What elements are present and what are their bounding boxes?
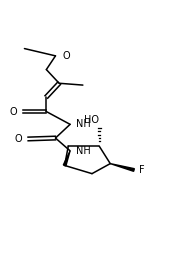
Text: NH: NH [76, 146, 90, 156]
Text: F: F [139, 165, 145, 175]
Text: O: O [15, 134, 23, 144]
Text: HO: HO [84, 115, 100, 125]
Polygon shape [63, 151, 70, 166]
Text: O: O [63, 51, 70, 61]
Polygon shape [110, 164, 134, 171]
Text: O: O [10, 106, 17, 116]
Text: NH: NH [76, 119, 90, 129]
